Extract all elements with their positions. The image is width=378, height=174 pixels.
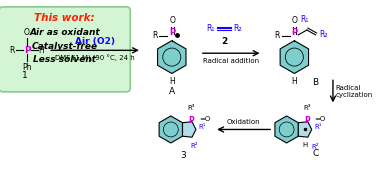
Text: P: P (304, 116, 310, 125)
Text: DMF (1 M), 90 °C, 24 h: DMF (1 M), 90 °C, 24 h (55, 55, 135, 62)
Text: Oxidation: Oxidation (227, 119, 260, 125)
Text: =O: =O (199, 116, 210, 122)
Text: H: H (291, 77, 297, 86)
Polygon shape (158, 41, 186, 73)
Polygon shape (298, 122, 312, 137)
Polygon shape (275, 116, 298, 143)
Text: R: R (152, 31, 157, 40)
Text: Ph: Ph (22, 63, 32, 72)
Text: H: H (302, 142, 308, 148)
Text: H: H (169, 77, 175, 86)
Text: O: O (24, 28, 30, 37)
Text: R₂: R₂ (319, 30, 328, 39)
Text: This work:: This work: (34, 13, 95, 23)
Text: R: R (9, 46, 14, 55)
Polygon shape (159, 116, 183, 143)
Text: R: R (274, 31, 280, 40)
Text: =O: =O (314, 116, 326, 122)
Polygon shape (280, 41, 308, 73)
FancyBboxPatch shape (0, 7, 130, 92)
Text: Radical
cyclization: Radical cyclization (336, 85, 373, 98)
Text: 1: 1 (22, 71, 28, 80)
Text: O: O (169, 16, 175, 25)
Text: Air (O2): Air (O2) (75, 37, 115, 46)
Text: P: P (291, 28, 297, 37)
Text: 3: 3 (180, 151, 186, 160)
Text: R₁: R₁ (206, 24, 214, 33)
Text: P: P (188, 116, 194, 125)
Text: A: A (169, 87, 175, 96)
Text: Catalyst-free: Catalyst-free (32, 42, 98, 51)
Text: C: C (313, 149, 319, 158)
Text: R²: R² (190, 143, 198, 149)
Text: 2: 2 (221, 37, 227, 46)
Text: R¹: R¹ (314, 124, 322, 130)
Text: B: B (313, 78, 319, 87)
Text: R¹: R¹ (199, 124, 206, 130)
Text: H: H (39, 46, 44, 55)
Text: O: O (292, 16, 298, 25)
Text: R₂: R₂ (234, 24, 242, 33)
Text: R³: R³ (303, 105, 311, 111)
Text: R²: R² (312, 144, 319, 150)
Text: Less solvent: Less solvent (33, 54, 96, 64)
Text: R³: R³ (187, 105, 195, 111)
Text: P: P (170, 28, 176, 37)
Polygon shape (183, 122, 196, 137)
Text: R₁: R₁ (300, 15, 308, 24)
Text: P: P (24, 46, 30, 55)
Text: Air as oxidant: Air as oxidant (29, 29, 100, 37)
Text: Radical addition: Radical addition (203, 58, 259, 64)
